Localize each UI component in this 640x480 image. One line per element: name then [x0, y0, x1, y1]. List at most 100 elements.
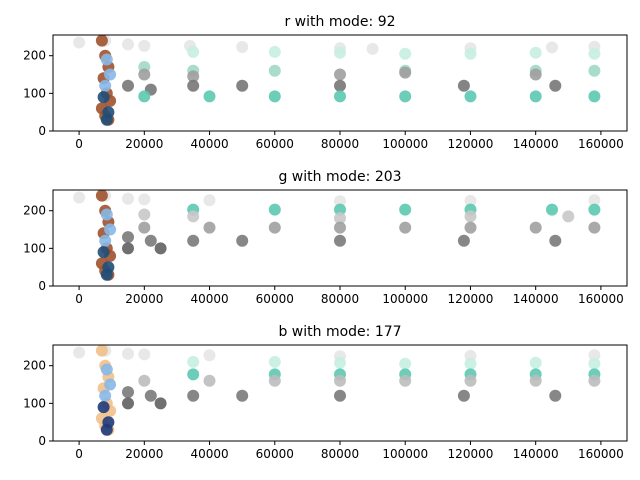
- scatter-point: [588, 349, 601, 362]
- scatter-point: [334, 221, 346, 234]
- scatter-point: [529, 374, 542, 387]
- scatter-point: [138, 39, 151, 52]
- subplot-title: g with mode: 203: [278, 169, 401, 185]
- scatter-marks: [73, 344, 601, 436]
- scatter-point: [334, 79, 346, 92]
- y-tick-label: 100: [23, 396, 46, 410]
- scatter-point: [100, 363, 113, 376]
- y-tick-label: 0: [38, 434, 46, 448]
- scatter-point: [399, 90, 412, 103]
- scatter-point: [236, 41, 249, 53]
- scatter-point: [464, 90, 477, 103]
- scatter-point: [399, 221, 412, 234]
- scatter-point: [334, 46, 346, 59]
- scatter-point: [187, 355, 200, 368]
- scatter-point: [334, 212, 346, 225]
- scatter-point: [97, 91, 110, 104]
- scatter-point: [588, 64, 601, 77]
- scatter-point: [562, 210, 575, 223]
- scatter-point: [268, 45, 281, 58]
- scatter-point: [464, 221, 477, 234]
- x-tick-label: 0: [75, 292, 83, 306]
- scatter-point: [122, 386, 134, 399]
- scatter-point: [268, 203, 281, 216]
- scatter-point: [187, 45, 200, 58]
- subplot-r: r with mode: 92 0 20000 40000 60000 80000 100…: [23, 14, 628, 151]
- x-tick-label: 140000: [513, 137, 559, 151]
- scatter-point: [588, 357, 601, 370]
- scatter-point: [95, 34, 108, 47]
- scatter-point: [100, 208, 113, 221]
- x-tick-label: 100000: [382, 292, 428, 306]
- scatter-point: [203, 90, 216, 103]
- scatter-point: [334, 90, 346, 103]
- x-tick-label: 80000: [321, 137, 359, 151]
- scatter-point: [464, 357, 477, 370]
- y-tick-label: 100: [23, 86, 46, 100]
- scatter-point: [97, 401, 110, 414]
- scatter-point: [187, 234, 200, 247]
- x-tick-label: 40000: [190, 292, 228, 306]
- y-tick-label: 200: [23, 49, 46, 63]
- x-tick-label: 160000: [578, 137, 624, 151]
- scatter-point: [144, 389, 157, 402]
- scatter-point: [334, 374, 346, 387]
- x-tick-label: 40000: [190, 447, 228, 461]
- scatter-point: [100, 423, 113, 436]
- y-tick-label: 200: [23, 204, 46, 218]
- scatter-point: [122, 347, 134, 360]
- scatter-point: [399, 66, 412, 79]
- scatter-point: [138, 348, 151, 361]
- scatter-point: [457, 79, 470, 92]
- scatter-point: [138, 68, 151, 81]
- scatter-point: [464, 47, 477, 60]
- scatter-point: [268, 90, 281, 103]
- scatter-point: [268, 221, 281, 234]
- scatter-point: [588, 90, 601, 103]
- scatter-point: [203, 194, 216, 207]
- scatter-point: [268, 355, 281, 368]
- y-tick-label: 0: [38, 124, 46, 138]
- scatter-point: [187, 210, 200, 223]
- x-tick-label: 80000: [321, 292, 359, 306]
- x-axis-ticks: 0 20000 40000 60000 80000 100000 120000 140000 1…: [75, 286, 624, 306]
- scatter-point: [122, 231, 134, 244]
- subplot-g: g with mode: 203 0 20000 40000 60000 80000 10…: [23, 169, 628, 306]
- x-tick-label: 60000: [256, 137, 294, 151]
- scatter-point: [100, 268, 113, 281]
- scatter-point: [122, 79, 134, 92]
- x-tick-label: 60000: [256, 447, 294, 461]
- scatter-point: [457, 234, 470, 247]
- scatter-point: [549, 234, 562, 247]
- y-axis-ticks: 0 100 200: [23, 359, 53, 448]
- scatter-point: [203, 374, 216, 387]
- scatter-point: [187, 389, 200, 402]
- scatter-point: [588, 47, 601, 60]
- scatter-point: [588, 203, 601, 216]
- scatter-point: [549, 79, 562, 92]
- y-axis-ticks: 0 100 200: [23, 204, 53, 293]
- scatter-point: [99, 389, 112, 402]
- scatter-point: [122, 242, 134, 255]
- scatter-point: [95, 344, 108, 357]
- scatter-point: [334, 195, 346, 208]
- scatter-point: [236, 389, 249, 402]
- scatter-point: [154, 242, 167, 255]
- x-tick-label: 160000: [578, 292, 624, 306]
- scatter-point: [100, 53, 113, 66]
- scatter-point: [104, 378, 117, 391]
- scatter-point: [399, 357, 412, 370]
- scatter-point: [99, 79, 112, 92]
- x-tick-label: 120000: [448, 292, 494, 306]
- subplot-title: r with mode: 92: [284, 14, 395, 30]
- scatter-point: [334, 389, 346, 402]
- scatter-point: [334, 68, 346, 81]
- x-tick-label: 20000: [125, 447, 163, 461]
- scatter-point: [122, 192, 134, 205]
- scatter-point: [529, 46, 542, 59]
- scatter-point: [464, 210, 477, 223]
- scatter-point: [549, 389, 562, 402]
- scatter-point: [187, 368, 200, 381]
- x-tick-label: 100000: [382, 137, 428, 151]
